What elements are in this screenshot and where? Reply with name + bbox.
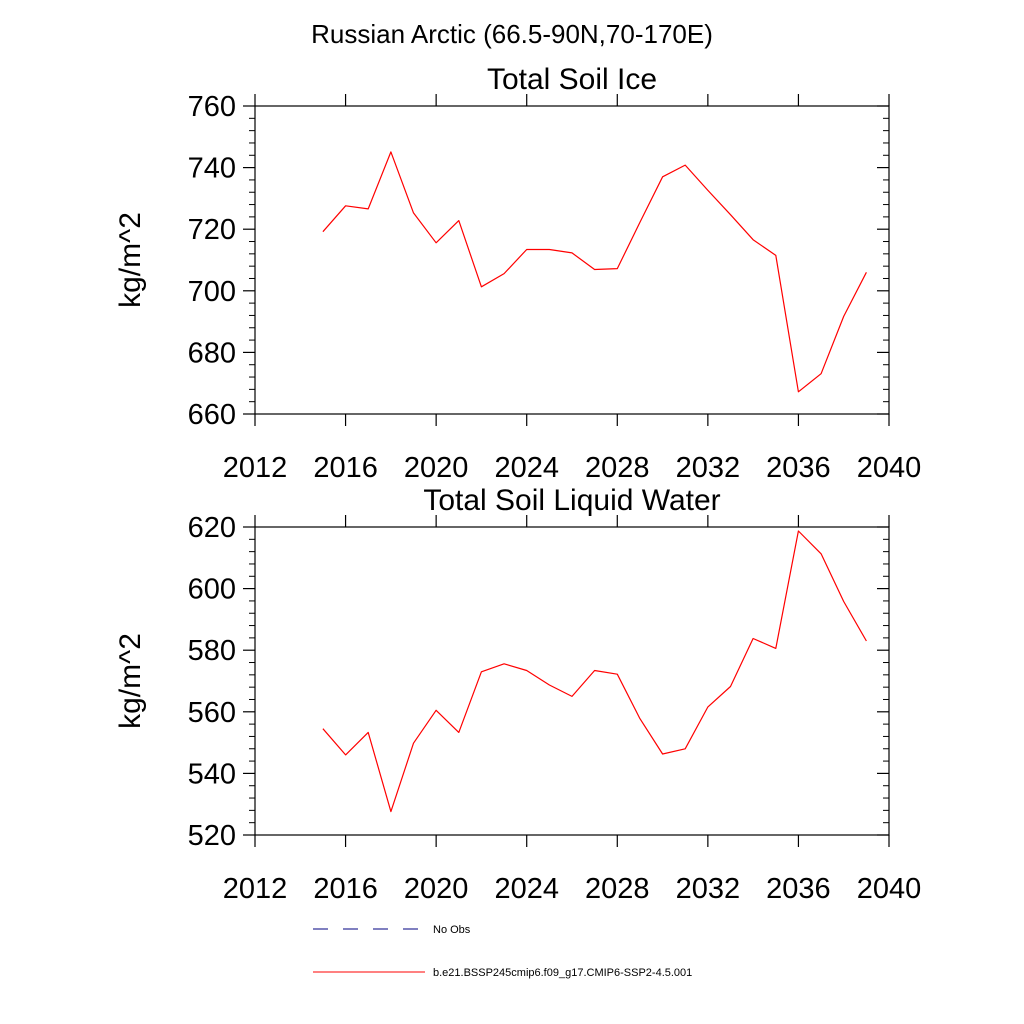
y-tick-label: 600 (188, 574, 236, 606)
chart-panel-2: Total Soil Liquid Water 520 540 560 580 600 62… (114, 484, 921, 905)
x-tick-label: 2020 (404, 873, 469, 905)
y-tick-label: 580 (188, 635, 236, 667)
y-axis-label: kg/m^2 (114, 633, 147, 729)
plot-frame (254, 105, 890, 415)
x-tick-label: 2036 (766, 452, 831, 484)
plot-frame (254, 526, 890, 836)
y-tick-label: 700 (188, 276, 236, 308)
legend: No Obs b.e21.BSSP245cmip6.f09_g17.CMIP6-S… (313, 924, 692, 979)
y-tick-label: 560 (188, 697, 236, 729)
x-tick-label: 2016 (313, 452, 378, 484)
y-tick-label: 760 (188, 91, 236, 123)
y-axis-label: kg/m^2 (114, 212, 147, 308)
x-tick-label: 2012 (223, 452, 288, 484)
legend-label: No Obs (433, 924, 471, 936)
chart-panels: Total Soil Ice 660 680 700 720 740 760 2012 2016… (114, 63, 921, 905)
chart-title: Total Soil Liquid Water (423, 484, 720, 517)
chart-panel-1: Total Soil Ice 660 680 700 720 740 760 2012 2016… (114, 63, 921, 484)
x-tick-label: 2028 (585, 452, 650, 484)
x-tick-label: 2040 (857, 873, 922, 905)
chart-title: Total Soil Ice (487, 63, 657, 96)
y-tick-label: 540 (188, 758, 236, 790)
x-tick-label: 2036 (766, 873, 831, 905)
x-tick-label: 2020 (404, 452, 469, 484)
y-tick-label: 620 (188, 512, 236, 544)
x-tick-label: 2024 (494, 873, 559, 905)
axis-ticks (243, 94, 890, 426)
x-tick-label: 2012 (223, 873, 288, 905)
y-tick-label: 660 (188, 399, 236, 431)
legend-item: No Obs (313, 924, 471, 936)
y-tick-label: 720 (188, 214, 236, 246)
figure-title: Russian Arctic (66.5-90N,70-170E) (311, 19, 713, 49)
legend-label: b.e21.BSSP245cmip6.f09_g17.CMIP6-SSP2-4.… (433, 967, 692, 979)
series-line (322, 530, 867, 813)
x-tick-label: 2016 (313, 873, 378, 905)
y-tick-label: 520 (188, 820, 236, 852)
x-tick-label: 2040 (857, 452, 922, 484)
x-tick-label: 2032 (676, 873, 741, 905)
x-tick-label: 2028 (585, 873, 650, 905)
y-tick-label: 680 (188, 337, 236, 369)
legend-item: b.e21.BSSP245cmip6.f09_g17.CMIP6-SSP2-4.… (313, 967, 692, 979)
x-tick-label: 2024 (494, 452, 559, 484)
axis-ticks (243, 515, 890, 847)
y-tick-label: 740 (188, 153, 236, 185)
x-tick-label: 2032 (676, 452, 741, 484)
series-line (322, 151, 867, 393)
